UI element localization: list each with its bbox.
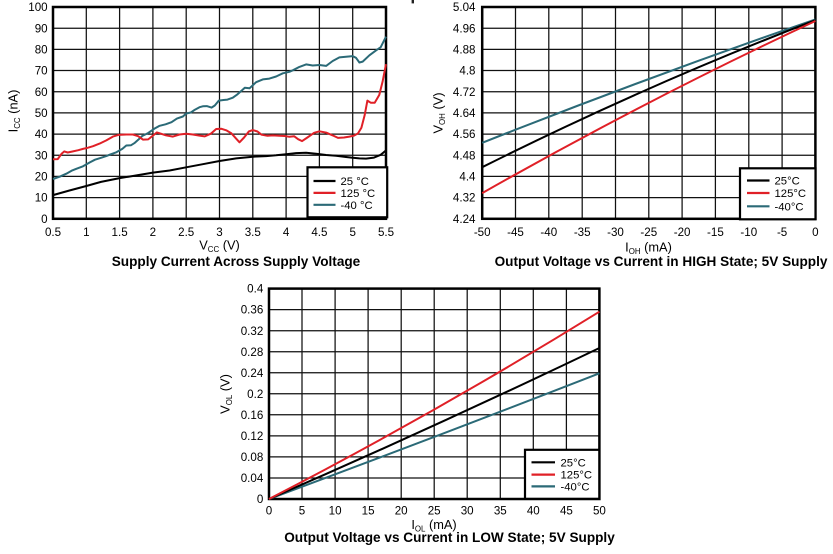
svg-text:0.4: 0.4 <box>247 283 264 296</box>
svg-text:10: 10 <box>35 192 48 205</box>
svg-text:4.56: 4.56 <box>453 128 476 141</box>
svg-text:60: 60 <box>35 86 48 99</box>
svg-text:30: 30 <box>35 149 48 162</box>
svg-text:50: 50 <box>593 504 606 517</box>
svg-text:0.12: 0.12 <box>241 430 264 443</box>
svg-text:5.04: 5.04 <box>453 1 476 14</box>
svg-text:0.04: 0.04 <box>241 472 264 485</box>
svg-text:0: 0 <box>266 504 272 517</box>
svg-text:20: 20 <box>35 171 48 184</box>
svg-text:VCC (V): VCC (V) <box>199 237 240 254</box>
svg-text:-40 °C: -40 °C <box>341 200 373 212</box>
svg-text:4.32: 4.32 <box>453 192 476 205</box>
svg-text:0.2: 0.2 <box>247 388 263 401</box>
svg-text:125°C: 125°C <box>561 470 593 482</box>
svg-text:0.36: 0.36 <box>241 304 264 317</box>
svg-text:-40°C: -40°C <box>775 201 804 213</box>
svg-text:50: 50 <box>35 107 48 120</box>
svg-text:20: 20 <box>395 504 408 517</box>
svg-text:45: 45 <box>560 504 573 517</box>
svg-text:-10: -10 <box>740 226 757 239</box>
svg-text:80: 80 <box>35 44 48 57</box>
svg-text:15: 15 <box>362 504 375 517</box>
svg-text:10: 10 <box>329 504 342 517</box>
svg-text:30: 30 <box>461 504 474 517</box>
svg-text:3: 3 <box>216 226 222 239</box>
svg-text:4: 4 <box>283 226 290 239</box>
svg-text:0: 0 <box>812 226 818 239</box>
svg-text:125 °C: 125 °C <box>341 188 376 200</box>
svg-text:25: 25 <box>428 504 441 517</box>
svg-text:4.96: 4.96 <box>453 22 476 35</box>
svg-text:5: 5 <box>299 504 305 517</box>
svg-text:2: 2 <box>150 226 156 239</box>
svg-text:1: 1 <box>83 226 89 239</box>
svg-text:0.16: 0.16 <box>241 409 264 422</box>
svg-text:-5: -5 <box>777 226 787 239</box>
svg-text:25°C: 25°C <box>775 176 800 188</box>
svg-text:40: 40 <box>35 128 48 141</box>
svg-text:4.5: 4.5 <box>311 226 327 239</box>
svg-text:0.32: 0.32 <box>241 325 264 338</box>
svg-text:2.5: 2.5 <box>178 226 194 239</box>
svg-text:25°C: 25°C <box>561 457 586 469</box>
svg-text:-25: -25 <box>640 226 657 239</box>
svg-text:VOL (V): VOL (V) <box>217 374 234 414</box>
svg-text:5.5: 5.5 <box>378 226 394 239</box>
svg-text:4.8: 4.8 <box>459 65 475 78</box>
svg-text:VOH (V): VOH (V) <box>431 92 448 133</box>
svg-text:4.48: 4.48 <box>453 149 476 162</box>
svg-text:-20: -20 <box>674 226 691 239</box>
svg-text:-35: -35 <box>574 226 591 239</box>
svg-text:-40°C: -40°C <box>561 482 590 494</box>
svg-text:0.28: 0.28 <box>241 346 264 359</box>
svg-text:-40: -40 <box>540 226 557 239</box>
svg-text:90: 90 <box>35 22 48 35</box>
svg-text:0: 0 <box>257 493 263 506</box>
svg-text:100: 100 <box>28 1 47 14</box>
svg-text:4.64: 4.64 <box>453 107 476 120</box>
svg-text:1.5: 1.5 <box>112 226 128 239</box>
svg-text:70: 70 <box>35 65 48 78</box>
svg-text:4.72: 4.72 <box>453 86 476 99</box>
svg-text:4.4: 4.4 <box>459 171 476 184</box>
svg-text:35: 35 <box>494 504 507 517</box>
svg-text:40: 40 <box>527 504 540 517</box>
svg-text:-30: -30 <box>607 226 624 239</box>
svg-text:25 °C: 25 °C <box>341 176 369 188</box>
svg-text:0.5: 0.5 <box>45 226 61 239</box>
svg-text:0.24: 0.24 <box>241 367 264 380</box>
svg-text:3.5: 3.5 <box>245 226 261 239</box>
svg-text:5: 5 <box>349 226 355 239</box>
svg-text:4.24: 4.24 <box>453 213 476 226</box>
svg-text:-50: -50 <box>474 226 491 239</box>
svg-text:-45: -45 <box>507 226 524 239</box>
svg-text:Supply Current Across Supply V: Supply Current Across Supply Voltage <box>112 254 361 269</box>
svg-text:Output Voltage vs Current in L: Output Voltage vs Current in LOW State; … <box>284 530 615 545</box>
svg-text:Output Voltage vs Current in H: Output Voltage vs Current in HIGH State;… <box>495 254 828 269</box>
svg-text:0: 0 <box>41 213 47 226</box>
svg-text:-15: -15 <box>707 226 724 239</box>
svg-text:0.08: 0.08 <box>241 451 264 464</box>
svg-text:125°C: 125°C <box>775 188 807 200</box>
svg-text:4.88: 4.88 <box>453 44 476 57</box>
